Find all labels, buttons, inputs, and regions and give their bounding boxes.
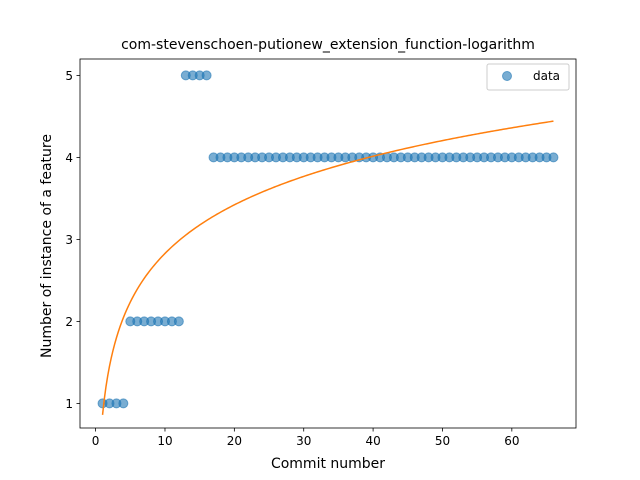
data-point xyxy=(173,316,184,327)
chart-title: com-stevenschoen-putionew_extension_func… xyxy=(121,37,535,53)
y-tick-label: 3 xyxy=(65,233,73,247)
legend-label-data: data xyxy=(533,69,560,83)
x-tick-label: 30 xyxy=(296,434,311,448)
x-axis-label: Commit number xyxy=(271,456,385,472)
axes-frame xyxy=(79,58,577,429)
y-tick-label: 1 xyxy=(65,397,73,411)
x-tick-label: 50 xyxy=(435,434,450,448)
x-tick-label: 60 xyxy=(504,434,519,448)
fit-line xyxy=(101,120,554,415)
x-tick-label: 0 xyxy=(92,434,100,448)
y-axis-label: Number of instance of a feature xyxy=(39,134,55,358)
data-point xyxy=(118,398,129,409)
legend-marker-data xyxy=(502,71,512,81)
y-tick-label: 5 xyxy=(65,69,73,83)
y-tick-label: 2 xyxy=(65,315,73,329)
plot-area: 0 10 20 30 40 50 60 1 2 3 4 5 xyxy=(65,58,577,448)
legend: data xyxy=(486,63,570,91)
legend-box xyxy=(486,63,570,91)
x-tick-label: 20 xyxy=(227,434,242,448)
x-tick-label: 10 xyxy=(157,434,172,448)
x-tick-label: 40 xyxy=(365,434,380,448)
data-point xyxy=(548,152,559,163)
data-point xyxy=(201,70,212,81)
y-tick-label: 4 xyxy=(65,151,73,165)
